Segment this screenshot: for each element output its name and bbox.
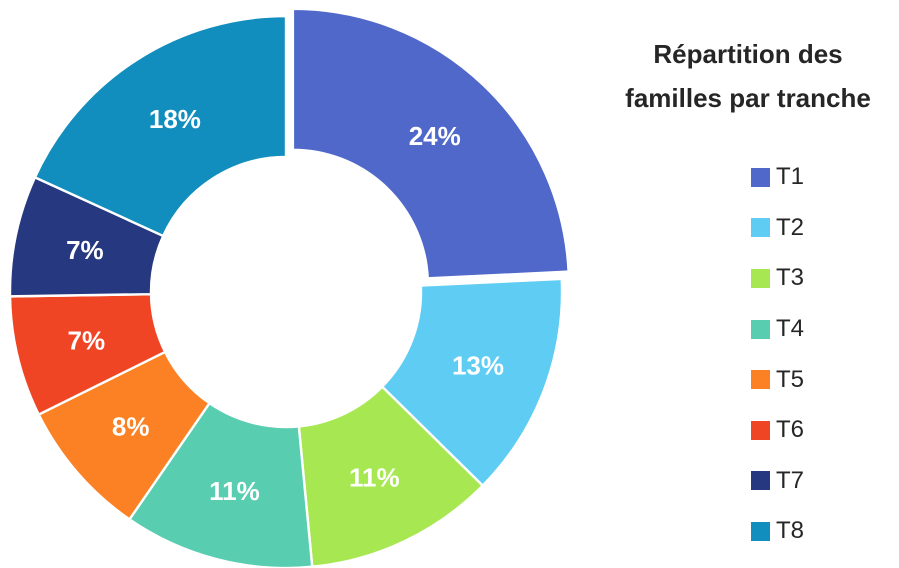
slice-t2 [380,277,564,488]
slice-label-t1: 24% [409,121,461,151]
legend-item-t4: T4 [751,304,804,355]
legend-item-t2: T2 [751,203,804,254]
legend-swatch [751,471,770,491]
legend-item-t1: T1 [751,152,804,203]
slice-label-t7: 7% [66,235,104,265]
legend-swatch [751,218,770,238]
legend-swatch [751,420,770,440]
legend-label: T4 [776,315,805,343]
chart-title-line-2: familles par tranche [625,83,871,113]
chart-title: Répartition des familles par tranche [600,32,896,120]
legend: T1 T2 T3 T4 T5 T6 T7 T8 [751,152,804,557]
legend-swatch [751,319,770,339]
slice-t1 [291,7,570,280]
slice-label-t3: 11% [349,463,400,493]
slice-label-t8: 18% [149,104,201,134]
legend-label: T6 [776,416,805,444]
legend-label: T5 [776,365,805,393]
chart-title-line-1: Répartition des [653,39,843,69]
legend-swatch [751,370,770,390]
legend-item-t6: T6 [751,405,804,456]
legend-item-t7: T7 [751,456,804,507]
legend-label: T7 [776,466,805,494]
legend-swatch [751,167,770,187]
legend-item-t3: T3 [751,253,804,304]
slice-label-t2: 13% [452,350,504,380]
legend-swatch [751,268,770,288]
slice-label-t6: 7% [68,325,106,355]
legend-label: T3 [776,264,805,292]
legend-swatch [751,521,770,541]
legend-label: T1 [776,163,805,191]
legend-label: T8 [776,517,805,545]
slice-label-t4: 11% [209,476,260,506]
legend-item-t5: T5 [751,354,804,405]
slice-t8 [33,14,288,238]
legend-label: T2 [776,213,805,241]
slice-label-t5: 8% [112,412,150,442]
legend-item-t8: T8 [751,506,804,557]
donut-chart: 24% 13% 11% 11% 8% 7% 7% 18% [8,7,570,568]
